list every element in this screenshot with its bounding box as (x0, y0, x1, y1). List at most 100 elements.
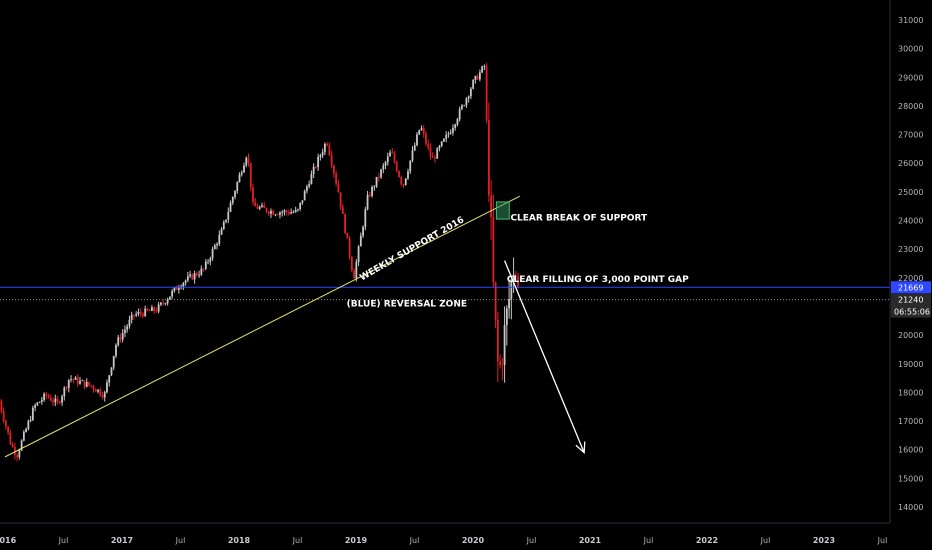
candle-body (469, 88, 472, 97)
candle-body (85, 382, 88, 387)
candle-body (245, 157, 248, 166)
time-tick-label: 2023 (813, 536, 835, 545)
candle-body (499, 361, 501, 365)
candle-body (429, 147, 432, 157)
candle-body (153, 307, 156, 311)
candle-body (121, 333, 124, 340)
price-tick-label: 26000 (898, 159, 923, 168)
candle-body (375, 176, 378, 187)
weekly-support-trendline[interactable] (4, 195, 521, 458)
candle-body (265, 207, 268, 212)
candle-body (308, 184, 311, 187)
candle-body (25, 428, 28, 432)
time-axis[interactable]: 2016 Jul 2017 Jul 2018 Jul 2019 Jul 2020 Jul 2021 J… (0, 536, 887, 545)
candle-body (195, 273, 198, 276)
candle-body (63, 387, 66, 397)
candle-body (407, 171, 409, 179)
candle-body (485, 66, 488, 121)
candle-body (395, 162, 398, 172)
candle-body (207, 261, 209, 263)
price-axis[interactable]: 1400015000160001700018000190002000021000… (898, 16, 923, 512)
price-tick-label: 16000 (898, 446, 923, 455)
candle-body (135, 314, 138, 316)
candle-body (49, 397, 52, 401)
projection-arrow[interactable] (503, 260, 585, 453)
candle-body (350, 256, 353, 271)
projection-arrow-head (575, 441, 586, 454)
candle-body (220, 228, 223, 235)
candle-body (283, 210, 286, 213)
candle-body (92, 386, 95, 390)
candle-body (294, 209, 297, 212)
candle-body (189, 274, 191, 277)
candle-body (124, 329, 126, 334)
candle-body (177, 288, 180, 290)
time-tick-label: 2019 (345, 536, 368, 545)
candle-body (76, 377, 79, 384)
candle-body (128, 319, 131, 327)
candle-body (337, 183, 340, 193)
candle-body (162, 302, 165, 304)
candle-body (279, 212, 281, 215)
candle-body (487, 120, 490, 196)
candle-body (312, 166, 315, 174)
candle-body (186, 276, 189, 281)
support-break-box[interactable] (495, 201, 510, 220)
chart-annotation[interactable]: (BLUE) REVERSAL ZONE (347, 299, 467, 309)
candle-body (409, 160, 412, 172)
candle-body (83, 380, 86, 387)
candle-body (303, 190, 306, 201)
reversal-zone-price-label: 21669 (898, 283, 923, 292)
candle-body (443, 138, 445, 142)
candle-body (148, 310, 151, 312)
candle-body (110, 367, 113, 376)
candle-body (36, 402, 39, 406)
candle-body (130, 314, 133, 320)
candle-body (155, 310, 158, 312)
time-tick-label: 2018 (228, 536, 251, 545)
bar-countdown-label: 06:55:06 (894, 308, 930, 317)
candle-body (404, 178, 407, 185)
candle-body (90, 385, 93, 387)
candle-body (458, 109, 461, 120)
candle-body (377, 176, 380, 178)
candle-body (436, 148, 439, 159)
price-tick-label: 19000 (898, 360, 923, 369)
time-tick-label: Jul (409, 536, 420, 545)
chart-annotation[interactable]: CLEAR FILLING OF 3,000 POINT GAP (507, 275, 689, 285)
candle-body (292, 211, 295, 213)
candle-body (247, 157, 250, 163)
last-price-label: 21240 (898, 296, 923, 305)
candle-body (288, 212, 290, 214)
time-tick-label: 2022 (696, 536, 718, 545)
candle-body (427, 143, 430, 148)
candle-body (267, 211, 270, 214)
time-tick-label: 2021 (579, 536, 602, 545)
candle-body (416, 134, 418, 146)
candle-body (88, 382, 90, 386)
candle-body (413, 145, 416, 151)
candle-body (373, 186, 376, 188)
price-tick-label: 14000 (898, 503, 923, 512)
candle-body (346, 233, 349, 239)
candle-body (400, 176, 403, 185)
candle-body (276, 214, 279, 216)
candle-body (81, 380, 84, 382)
chart-annotation[interactable]: CLEAR BREAK OF SUPPORT (510, 214, 648, 224)
candle-body (34, 405, 36, 408)
price-tick-label: 23000 (898, 245, 923, 254)
candle-body (151, 307, 153, 311)
candle-body (29, 419, 32, 422)
candle-body (514, 274, 517, 277)
candle-body (297, 209, 299, 210)
candle-body (330, 154, 333, 166)
candle-body (476, 75, 479, 80)
candle-body (364, 209, 367, 227)
candle-body (238, 174, 241, 183)
candle-body (290, 212, 293, 214)
candle-body (249, 162, 252, 188)
price-tick-label: 29000 (898, 73, 923, 82)
candle-body (218, 234, 221, 244)
